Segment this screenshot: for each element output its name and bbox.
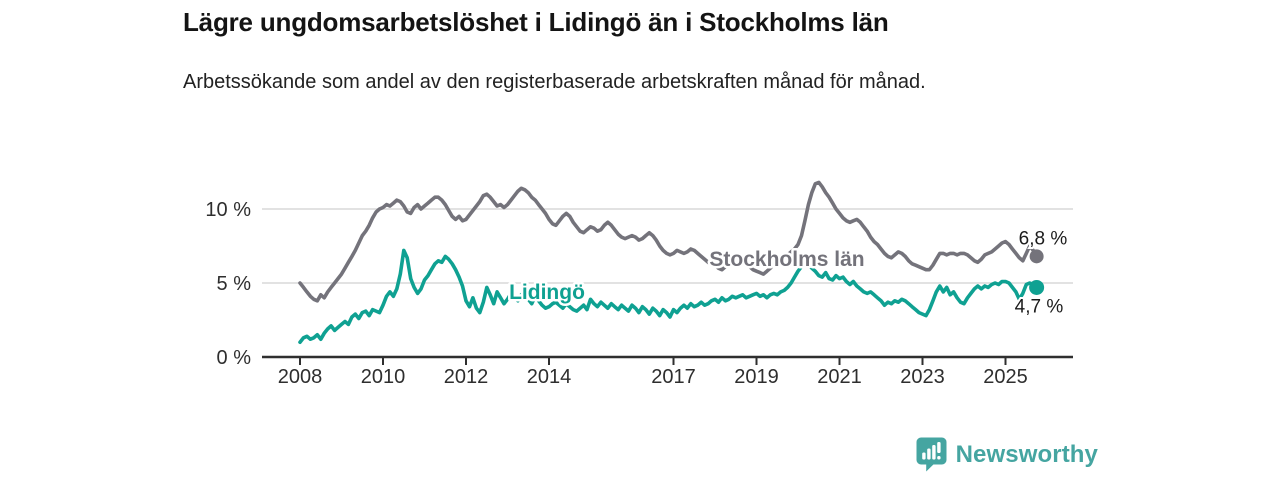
- series-layer: [298, 180, 1045, 345]
- x-tick-label: 2008: [278, 366, 323, 388]
- series-end-dot-lidingo: [1029, 279, 1045, 295]
- gridlines-layer: [262, 208, 1073, 284]
- series-label-lidingo: Lidingö: [509, 281, 585, 304]
- logo-bars: [921, 442, 941, 460]
- series-line-lidingo: [298, 248, 1039, 345]
- newsworthy-logo-text: Newsworthy: [955, 440, 1098, 468]
- x-tick-label: 2021: [817, 366, 862, 388]
- y-tick-label: 0 %: [217, 347, 252, 369]
- series-label-stockholms-lan: Stockholms län: [709, 248, 864, 271]
- chart-header: Lägre ungdomsarbetslöshet i Lidingö än i…: [183, 6, 1103, 96]
- x-tick-label: 2014: [527, 366, 572, 388]
- end-value-label-lidingo: 4,7 %: [1015, 296, 1064, 317]
- chart-subtitle: Arbetssökande som andel av den registerb…: [183, 71, 926, 93]
- x-tick-label: 2012: [444, 366, 489, 388]
- newsworthy-logo: Newsworthy: [916, 437, 1098, 472]
- x-tick-label: 2025: [983, 366, 1028, 388]
- y-tick-label: 10 %: [205, 199, 251, 221]
- end-value-label-stockholms-lan: 6,8 %: [1019, 228, 1068, 249]
- labels-layer: Stockholms län 6,8 % Lidingö 4,7 %: [507, 226, 1070, 319]
- axes-layer: 0 % 5 % 10 % 2008 2010 2012 2014 2017 2019 2021 20…: [205, 199, 1073, 388]
- x-tick-label: 2019: [734, 366, 779, 388]
- newsworthy-bar-chart-bubble-icon: [916, 437, 947, 472]
- series-line-stockholms-lan: [298, 180, 1039, 303]
- chart-title: Lägre ungdomsarbetslöshet i Lidingö än i…: [183, 7, 889, 37]
- x-tick-label: 2017: [651, 366, 696, 388]
- x-tick-label: 2023: [900, 366, 945, 388]
- series-end-dot-stockholms-lan: [1029, 249, 1044, 264]
- y-tick-label: 5 %: [217, 273, 252, 295]
- x-tick-label: 2010: [361, 366, 406, 388]
